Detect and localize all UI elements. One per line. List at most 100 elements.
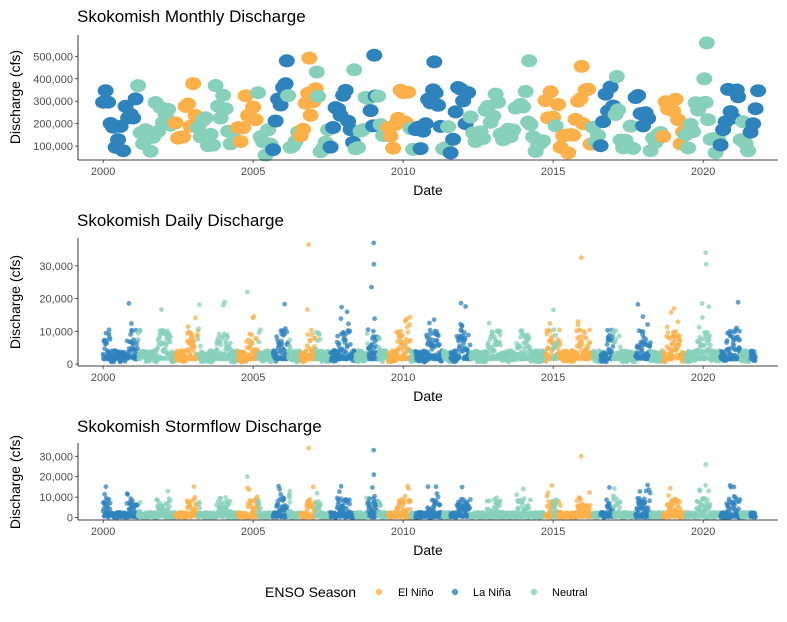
data-point-el-nino bbox=[556, 347, 561, 352]
data-point-la-nina bbox=[457, 355, 462, 360]
data-point-el-nino bbox=[193, 315, 198, 320]
data-point-la-nina bbox=[428, 86, 444, 99]
data-point-la-nina bbox=[278, 77, 294, 90]
data-point-neutral bbox=[521, 54, 537, 67]
data-point-la-nina bbox=[463, 304, 468, 309]
data-point-el-nino bbox=[306, 332, 311, 337]
data-point-la-nina bbox=[460, 324, 465, 329]
daily-x-tick-label: 2015 bbox=[541, 372, 565, 384]
data-point-la-nina bbox=[347, 498, 352, 503]
data-point-la-nina bbox=[370, 485, 375, 490]
data-point-el-nino bbox=[168, 116, 184, 129]
data-point-la-nina bbox=[268, 115, 284, 128]
data-point-el-nino bbox=[678, 338, 683, 343]
data-point-la-nina bbox=[645, 322, 650, 327]
data-point-neutral bbox=[527, 506, 532, 511]
data-point-el-nino bbox=[588, 503, 593, 508]
data-point-neutral bbox=[487, 498, 492, 503]
data-point-neutral bbox=[475, 132, 491, 145]
data-point-el-nino bbox=[543, 85, 559, 98]
data-point-la-nina bbox=[125, 492, 130, 497]
data-point-el-nino bbox=[674, 329, 679, 334]
data-point-la-nina bbox=[280, 341, 285, 346]
data-point-neutral bbox=[514, 492, 519, 497]
data-point-neutral bbox=[625, 142, 641, 155]
daily-chart-title: Skokomish Daily Discharge bbox=[77, 211, 284, 230]
data-point-el-nino bbox=[192, 344, 197, 349]
data-point-neutral bbox=[498, 499, 503, 504]
data-point-la-nina bbox=[593, 139, 609, 152]
data-point-la-nina bbox=[339, 316, 344, 321]
daily-y-tick-label: 0 bbox=[67, 359, 73, 371]
data-point-el-nino bbox=[672, 306, 677, 311]
data-point-la-nina bbox=[644, 337, 649, 342]
data-point-la-nina bbox=[325, 121, 341, 134]
data-point-neutral bbox=[350, 141, 366, 154]
data-point-la-nina bbox=[279, 54, 295, 67]
data-point-neutral bbox=[288, 489, 293, 494]
data-point-la-nina bbox=[372, 316, 377, 321]
data-point-neutral bbox=[309, 66, 325, 79]
data-point-neutral bbox=[222, 300, 227, 305]
data-point-la-nina bbox=[372, 262, 377, 267]
data-point-el-nino bbox=[560, 146, 576, 159]
data-point-neutral bbox=[707, 304, 712, 309]
data-point-la-nina bbox=[346, 321, 351, 326]
data-point-la-nina bbox=[371, 329, 376, 334]
data-point-neutral bbox=[143, 145, 159, 158]
data-point-neutral bbox=[490, 96, 506, 109]
data-point-la-nina bbox=[713, 139, 729, 152]
data-point-neutral bbox=[218, 102, 234, 115]
data-point-neutral bbox=[523, 118, 539, 131]
data-point-la-nina bbox=[436, 495, 441, 500]
data-point-la-nina bbox=[135, 346, 140, 351]
data-point-el-nino bbox=[676, 319, 681, 324]
data-point-la-nina bbox=[648, 340, 653, 345]
data-point-neutral bbox=[346, 63, 362, 76]
data-point-neutral bbox=[612, 486, 617, 491]
data-point-neutral bbox=[167, 504, 172, 509]
data-point-neutral bbox=[617, 333, 622, 338]
monthly-x-tick-label: 2000 bbox=[91, 166, 115, 178]
data-point-el-nino bbox=[546, 490, 551, 495]
data-point-el-nino bbox=[303, 109, 319, 122]
data-point-la-nina bbox=[345, 309, 350, 314]
data-point-el-nino bbox=[668, 93, 684, 106]
daily-y-tick-label: 10,000 bbox=[39, 326, 73, 338]
data-point-el-nino bbox=[383, 130, 399, 143]
monthly-y-tick-label: 300,000 bbox=[33, 96, 73, 108]
data-point-el-nino bbox=[403, 494, 408, 499]
data-point-el-nino bbox=[550, 98, 566, 111]
data-point-neutral bbox=[257, 340, 262, 345]
data-point-la-nina bbox=[413, 142, 429, 155]
stormflow-points bbox=[101, 446, 758, 520]
daily-x-tick-label: 2000 bbox=[91, 372, 115, 384]
data-point-el-nino bbox=[295, 123, 311, 136]
data-point-la-nina bbox=[108, 507, 113, 512]
data-point-el-nino bbox=[248, 113, 264, 126]
data-point-el-nino bbox=[185, 77, 201, 90]
data-point-el-nino bbox=[247, 487, 252, 492]
data-point-neutral bbox=[215, 89, 231, 102]
data-point-la-nina bbox=[110, 133, 126, 146]
data-point-el-nino bbox=[588, 340, 593, 345]
data-point-neutral bbox=[377, 337, 382, 342]
data-point-la-nina bbox=[750, 84, 766, 97]
data-point-neutral bbox=[680, 141, 696, 154]
data-point-neutral bbox=[518, 85, 534, 98]
monthly-x-tick-label: 2020 bbox=[691, 166, 715, 178]
data-point-el-nino bbox=[233, 135, 249, 148]
data-point-neutral bbox=[685, 125, 701, 138]
monthly-x-tick-label: 2015 bbox=[541, 166, 565, 178]
data-point-neutral bbox=[497, 503, 502, 508]
data-point-neutral bbox=[527, 336, 532, 341]
data-point-neutral bbox=[535, 134, 551, 147]
data-point-neutral bbox=[522, 496, 527, 501]
data-point-el-nino bbox=[578, 497, 583, 502]
data-point-la-nina bbox=[630, 89, 646, 102]
data-point-el-nino bbox=[587, 490, 592, 495]
data-point-neutral bbox=[317, 332, 322, 337]
data-point-neutral bbox=[198, 344, 203, 349]
